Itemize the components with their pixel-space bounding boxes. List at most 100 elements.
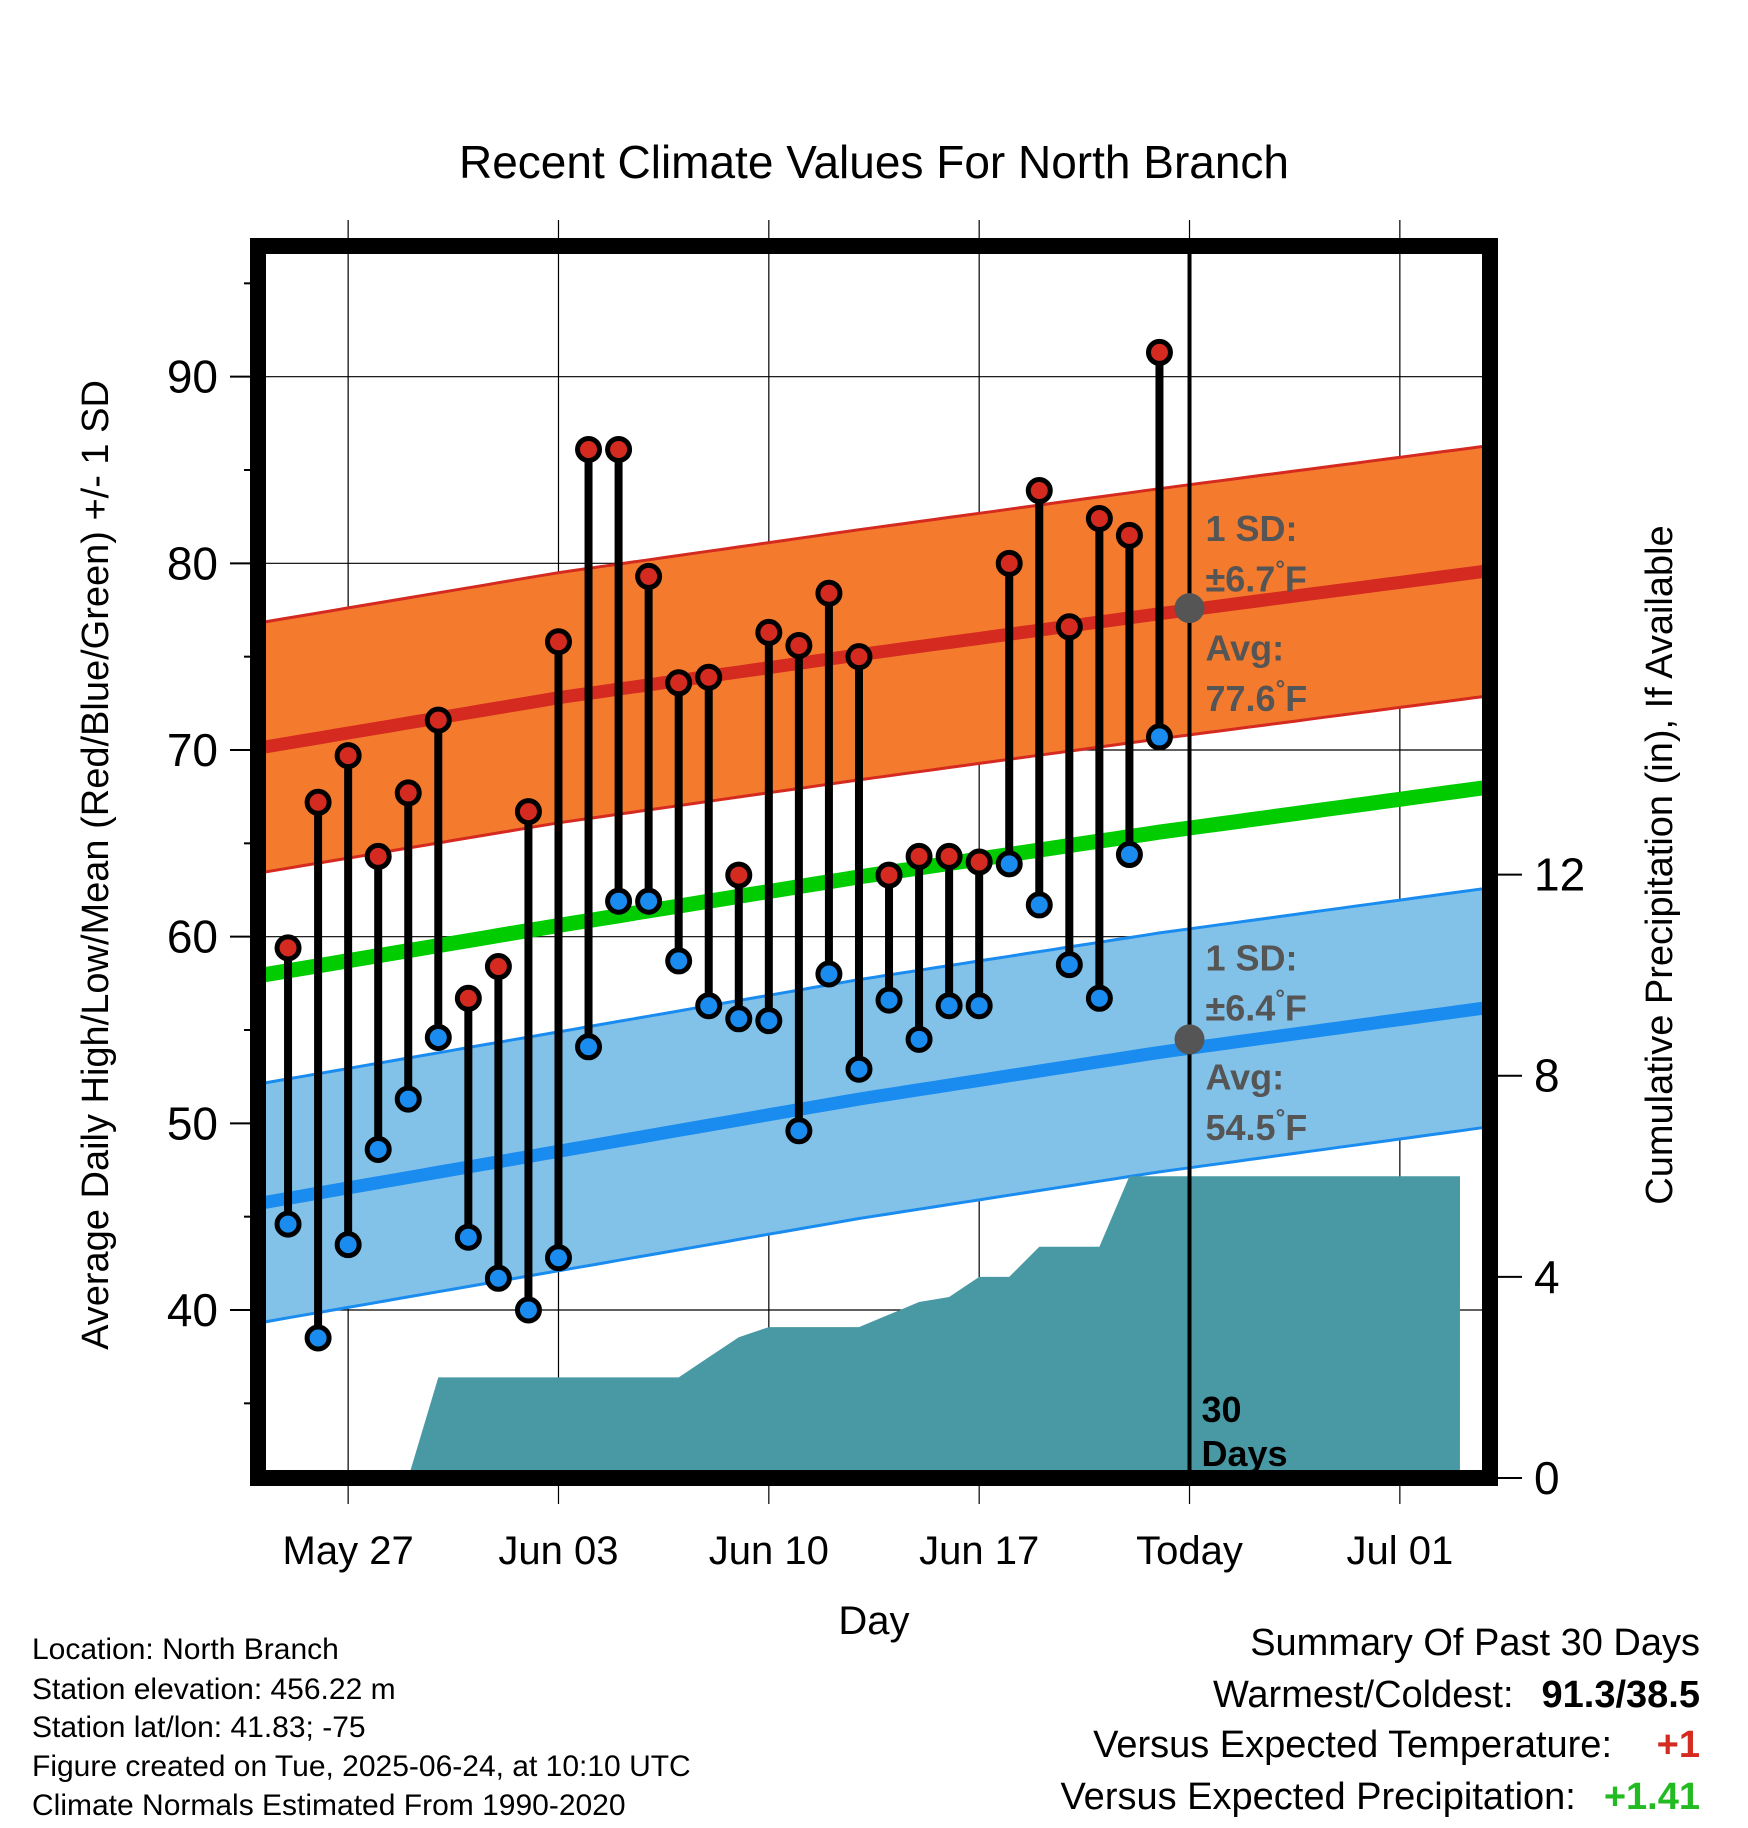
obs-high-point [274,934,302,962]
high-sd-band [258,445,1490,874]
summary-warm-cold: Warmest/Coldest: 91.3/38.5 [1213,1674,1700,1717]
summary-precip: Versus Expected Precipitation: +1.41 [1060,1776,1700,1819]
normals-text: Climate Normals Estimated From 1990-2020 [32,1789,626,1822]
obs-high-point [364,842,392,870]
obs-high-point [544,628,572,656]
obs-low-point [1145,723,1173,751]
obs-low-point [484,1264,512,1292]
obs-high-point [304,788,332,816]
axes-layer: 40 50 60 70 80 90 0 4 8 12 May 27 Jun 03 Jun 10 Jun 1… [167,238,1585,1573]
high-band-lower-edge [257,694,1491,875]
obs-high-point [1025,477,1053,505]
obs-high-point [484,953,512,981]
obs-high-point [1055,613,1083,641]
annotation-layer: 1 SD: ±6.7°F Avg: 77.6°F 1 SD: ±6.4°F Avg: 54.5… [1174,242,1308,1478]
warm-cold-label: Warmest/Coldest: [1212,1674,1514,1716]
high-avg-value: 77.6°F [1206,676,1308,719]
obs-low-point [905,1025,933,1053]
low-avg-value: 54.5°F [1206,1105,1308,1148]
obs-high-point [665,669,693,697]
normal-mean-line [256,779,1491,984]
temp-value: +1 [1656,1724,1700,1766]
obs-high-point [1085,505,1113,533]
today-low-avg-dot [1174,1024,1205,1055]
obs-high-point [424,706,452,734]
obs-high-point [905,842,933,870]
obs-high-point [725,861,753,889]
elevation-text: Station elevation: 456.22 m [32,1673,396,1706]
x-tick-label: Jun 03 [498,1529,618,1573]
obs-low-point [544,1244,572,1272]
obs-low-point [725,1005,753,1033]
obs-low-point [845,1055,873,1083]
y-axis-label: Average Daily High/Low/Mean (Red/Blue/Gr… [75,380,117,1350]
x-tick-label: Jun 17 [919,1529,1039,1573]
today-days-label-line1: 30 [1202,1389,1242,1430]
obs-high-point [845,643,873,671]
obs-high-point [815,579,843,607]
y-tick-label: 60 [167,911,218,963]
summary-title: Summary Of Past 30 Days [1250,1622,1700,1664]
obs-high-point [635,562,663,590]
high-avg-label: Avg: [1206,627,1285,668]
obs-low-point [1115,841,1143,869]
obs-low-point [454,1223,482,1251]
today-high-avg-dot [1174,593,1205,624]
obs-low-point [304,1324,332,1352]
location-text: Location: North Branch [32,1633,339,1666]
low-avg-label: Avg: [1206,1057,1285,1098]
latlon-text: Station lat/lon: 41.83; -75 [32,1711,366,1744]
obs-high-point [935,842,963,870]
y2-axis-label: Cumulative Precipitation (in), If Availa… [1639,525,1681,1204]
precip-value: +1.41 [1603,1776,1700,1818]
summary-temp: Versus Expected Temperature: +1 [1093,1724,1700,1767]
observations-layer [274,338,1173,1352]
y-tick-label: 70 [167,724,218,776]
obs-low-point [755,1007,783,1035]
y2-tick-label: 12 [1534,849,1585,901]
obs-high-point [785,631,813,659]
low-band-lower-edge [257,1125,1491,1325]
obs-low-point [514,1296,542,1324]
plot-frame [250,238,1498,1486]
obs-low-point [424,1023,452,1051]
y-tick-label: 90 [167,351,218,403]
today-days-label-line2: Days [1202,1433,1288,1474]
created-text: Figure created on Tue, 2025-06-24, at 10… [32,1750,691,1783]
normal-high-line [256,564,1491,755]
y-tick-label: 50 [167,1097,218,1149]
warm-cold-value: 91.3/38.5 [1541,1674,1700,1716]
obs-high-point [575,435,603,463]
obs-low-point [274,1210,302,1238]
obs-low-point [695,992,723,1020]
obs-high-point [1115,521,1143,549]
obs-low-point [334,1231,362,1259]
obs-high-point [755,618,783,646]
precip-label: Versus Expected Precipitation: [1060,1776,1576,1818]
obs-low-point [1025,891,1053,919]
obs-high-point [605,435,633,463]
x-tick-label: Today [1136,1529,1243,1573]
high-sd-label: 1 SD: [1206,508,1298,549]
x-tick-label: May 27 [283,1529,414,1573]
low-sd-label: 1 SD: [1206,937,1298,978]
y2-tick-label: 0 [1534,1452,1560,1504]
obs-low-point [815,960,843,988]
obs-high-point [454,984,482,1012]
low-band-upper-edge [257,886,1491,1086]
high-band-layer [256,444,1491,1325]
obs-low-point [1085,984,1113,1012]
chart-title: Recent Climate Values For North Branch [459,136,1289,188]
precip-layer [258,1176,1460,1478]
low-sd-band [258,887,1490,1324]
obs-high-point [875,861,903,889]
obs-low-point [394,1085,422,1113]
obs-high-point [695,663,723,691]
obs-high-point [394,779,422,807]
obs-low-point [665,947,693,975]
obs-low-point [635,887,663,915]
y-tick-label: 40 [167,1284,218,1336]
obs-high-point [334,742,362,770]
x-tick-label: Jul 01 [1346,1529,1453,1573]
y2-tick-label: 8 [1534,1050,1560,1102]
